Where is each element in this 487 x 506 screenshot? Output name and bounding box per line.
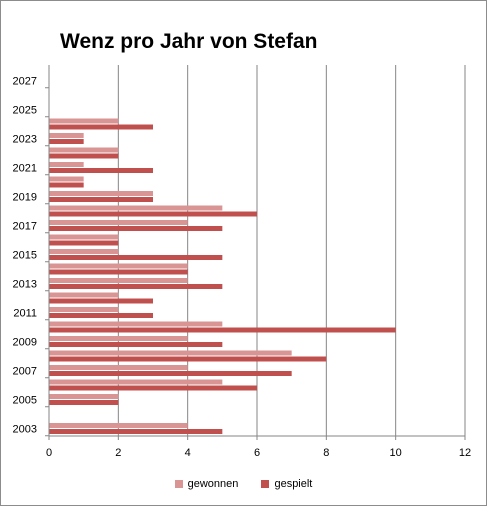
bar-gewonnen-2017	[49, 220, 188, 225]
legend-label-gewonnen: gewonnen	[187, 478, 239, 491]
y-tick-label-2017: 2017	[13, 221, 37, 233]
y-tick-label-2015: 2015	[13, 250, 37, 262]
chart-title: Wenz pro Jahr von Stefan	[60, 30, 318, 53]
bar-gewonnen-2018	[49, 205, 223, 211]
bars	[49, 118, 396, 434]
bar-gespielt-2010	[49, 327, 396, 333]
y-tick-label-2011: 2011	[13, 308, 37, 320]
bar-gewonnen-2008	[49, 350, 292, 356]
bar-gewonnen-2005	[49, 394, 119, 399]
bar-gewonnen-2011	[49, 307, 119, 312]
x-tick-label-6: 6	[254, 447, 260, 459]
bar-gewonnen-2009	[49, 336, 188, 341]
y-tick-label-2023: 2023	[13, 134, 37, 146]
bar-gewonnen-2006	[49, 379, 223, 385]
legend-label-gespielt: gespielt	[274, 478, 313, 491]
bar-gespielt-2023	[49, 139, 84, 144]
bar-gespielt-2018	[49, 211, 257, 217]
bar-gewonnen-2007	[49, 365, 188, 370]
bar-gespielt-2016	[49, 240, 119, 246]
bar-gewonnen-2003	[49, 423, 188, 428]
bar-gewonnen-2015	[49, 249, 119, 254]
bar-gespielt-2005	[49, 400, 119, 405]
bar-gewonnen-2014	[49, 263, 188, 269]
bar-gespielt-2013	[49, 284, 223, 289]
legend: gewonnen gespielt	[0, 478, 487, 490]
bar-gewonnen-2010	[49, 321, 223, 327]
x-tick-label-4: 4	[185, 447, 191, 459]
tick-labels: 0 2 4 6 8 10 12 2003 2005 2007 2009 2011 2013 2015 201…	[13, 76, 472, 460]
bar-gewonnen-2023	[49, 133, 84, 138]
bar-gewonnen-2022	[49, 147, 119, 153]
x-tick-label-0: 0	[46, 447, 52, 459]
bar-gewonnen-2016	[49, 234, 119, 240]
bar-gewonnen-2020	[49, 176, 84, 182]
y-tick-label-2003: 2003	[13, 424, 37, 436]
bar-gespielt-2015	[49, 255, 223, 260]
legend-swatch-gewonnen	[174, 480, 183, 489]
bar-gespielt-2020	[49, 182, 84, 188]
bar-gespielt-2008	[49, 356, 327, 362]
bar-gewonnen-2019	[49, 191, 153, 196]
x-tick-label-8: 8	[323, 447, 329, 459]
bar-gespielt-2012	[49, 298, 153, 304]
bar-gewonnen-2012	[49, 292, 119, 298]
bar-gewonnen-2021	[49, 162, 84, 167]
bar-gespielt-2019	[49, 197, 153, 202]
bar-gespielt-2003	[49, 429, 223, 434]
bar-gespielt-2024	[49, 124, 153, 130]
bar-gespielt-2006	[49, 385, 257, 391]
bar-gespielt-2011	[49, 313, 153, 318]
x-tick-label-2: 2	[115, 447, 121, 459]
y-tick-label-2021: 2021	[13, 163, 37, 175]
bar-gewonnen-2024	[49, 118, 119, 124]
x-tick-label-10: 10	[390, 447, 402, 459]
y-tick-label-2025: 2025	[13, 105, 37, 117]
legend-swatch-gespielt	[261, 480, 270, 489]
y-tick-label-2013: 2013	[13, 279, 37, 291]
bar-gespielt-2014	[49, 269, 188, 275]
axes	[45, 65, 466, 440]
y-tick-label-2007: 2007	[13, 366, 37, 378]
bar-gespielt-2021	[49, 168, 153, 173]
bar-gespielt-2017	[49, 226, 223, 231]
y-tick-label-2009: 2009	[13, 337, 37, 349]
bar-gespielt-2022	[49, 153, 119, 159]
x-tick-label-12: 12	[459, 447, 471, 459]
y-tick-label-2019: 2019	[13, 192, 37, 204]
y-tick-label-2027: 2027	[13, 76, 37, 88]
bar-gespielt-2009	[49, 342, 223, 347]
legend-item-gewonnen: gewonnen	[174, 478, 239, 491]
bar-gespielt-2007	[49, 371, 292, 376]
legend-item-gespielt: gespielt	[261, 478, 312, 490]
bar-gewonnen-2013	[49, 278, 188, 283]
y-tick-label-2005: 2005	[13, 395, 37, 407]
